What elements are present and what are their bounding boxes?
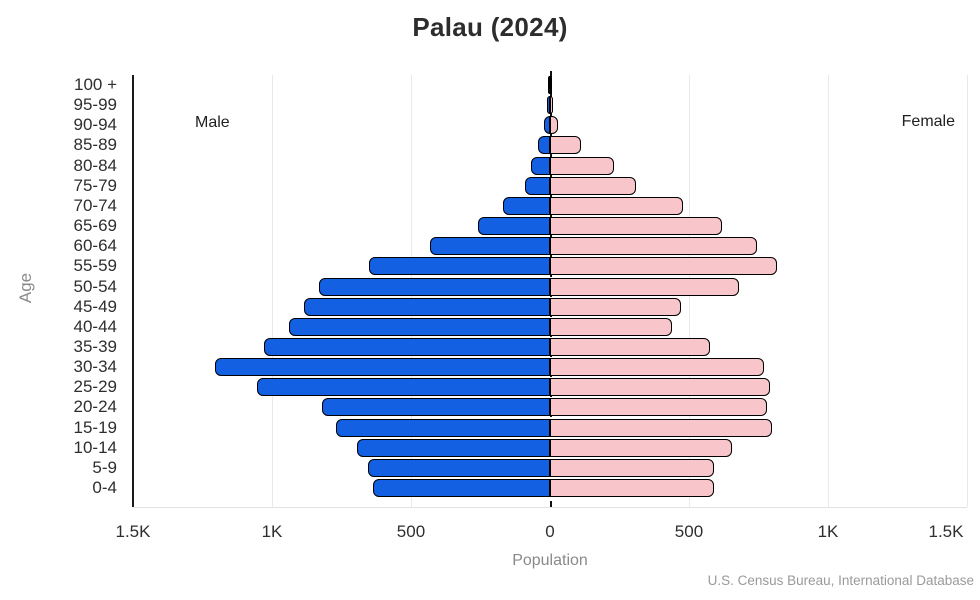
- age-tick-label: 15-19: [73, 417, 117, 437]
- y-axis-tick-labels: 100 +95-99 90-94 85-89 80-84 75-79 70-74 65-69…: [0, 75, 125, 508]
- bar-female-25-29[interactable]: [550, 378, 770, 397]
- age-tick-label: 5-9: [92, 457, 117, 477]
- bar-male-40-44[interactable]: [288, 317, 550, 336]
- bar-female-90-94[interactable]: [550, 116, 559, 135]
- bar-male-100plus[interactable]: [548, 76, 550, 94]
- bar-female-65-69[interactable]: [550, 217, 723, 236]
- age-tick-label: 45-49: [73, 296, 117, 316]
- x-tick-label: 1.5K: [115, 522, 151, 541]
- bar-female-45-49[interactable]: [550, 297, 681, 316]
- bar-male-25-29[interactable]: [256, 378, 550, 397]
- bar-female-100plus[interactable]: [550, 76, 552, 94]
- age-tick-label: 50-54: [73, 276, 117, 296]
- bar-female-5-9[interactable]: [550, 458, 715, 477]
- bar-male-15-19[interactable]: [335, 418, 550, 437]
- y-axis-title: Age: [16, 272, 35, 304]
- bar-male-0-4[interactable]: [373, 479, 550, 497]
- bar-male-75-79[interactable]: [524, 176, 550, 195]
- bar-male-55-59[interactable]: [369, 257, 550, 276]
- female-side-label: Female: [901, 113, 955, 130]
- x-tick-label: 1K: [817, 522, 839, 541]
- plot-area: Male Female: [132, 71, 968, 508]
- chart-title: Palau (2024): [412, 12, 568, 42]
- age-tick-label: 10-14: [73, 437, 117, 457]
- bar-female-70-74[interactable]: [550, 196, 684, 215]
- bar-male-30-34[interactable]: [215, 358, 550, 377]
- bar-male-65-69[interactable]: [477, 217, 550, 236]
- x-tick-label: 0: [545, 522, 555, 541]
- gridline: [271, 75, 273, 507]
- bar-male-70-74[interactable]: [502, 196, 550, 215]
- bar-male-45-49[interactable]: [303, 297, 550, 316]
- bar-female-55-59[interactable]: [550, 257, 777, 276]
- age-tick-label: 65-69: [73, 216, 117, 236]
- bar-female-15-19[interactable]: [550, 418, 773, 437]
- x-tick-label: 500: [396, 522, 426, 541]
- bar-female-0-4[interactable]: [550, 479, 715, 497]
- age-tick-label: 75-79: [73, 175, 117, 195]
- bar-male-80-84[interactable]: [530, 156, 550, 175]
- age-tick-label: 100 +: [73, 75, 117, 94]
- age-tick-label: 35-39: [73, 336, 117, 356]
- bar-female-95-99[interactable]: [550, 96, 553, 115]
- bar-male-35-39[interactable]: [263, 337, 550, 356]
- bar-female-30-34[interactable]: [550, 358, 765, 377]
- gridline: [967, 75, 968, 507]
- bar-male-50-54[interactable]: [319, 277, 550, 296]
- y-axis-spine: [132, 75, 134, 507]
- age-tick-label: 60-64: [73, 236, 117, 256]
- bar-female-40-44[interactable]: [550, 317, 673, 336]
- bar-female-20-24[interactable]: [550, 398, 767, 417]
- source-attribution: U.S. Census Bureau, International Databa…: [707, 573, 974, 588]
- gridline: [828, 75, 829, 507]
- bar-female-35-39[interactable]: [550, 337, 710, 356]
- bar-male-5-9[interactable]: [367, 458, 550, 477]
- age-tick-label: 0-4: [92, 478, 117, 497]
- bar-female-50-54[interactable]: [550, 277, 740, 296]
- bar-female-75-79[interactable]: [550, 176, 637, 195]
- bar-female-85-89[interactable]: [550, 136, 581, 155]
- bar-female-80-84[interactable]: [550, 156, 614, 175]
- age-tick-label: 85-89: [73, 135, 117, 155]
- bar-male-60-64[interactable]: [430, 237, 550, 256]
- x-tick-label: 1.5K: [928, 522, 964, 541]
- x-axis-title: Population: [512, 552, 588, 569]
- age-tick-label: 80-84: [73, 155, 117, 175]
- bar-male-10-14[interactable]: [356, 438, 550, 457]
- bar-male-85-89[interactable]: [537, 136, 550, 155]
- x-tick-label: 500: [674, 522, 704, 541]
- bar-male-20-24[interactable]: [322, 398, 550, 417]
- male-side-label: Male: [195, 114, 230, 131]
- x-axis-tick-labels: 1.5K 1K 500 0 500 1K 1.5K: [116, 522, 967, 546]
- age-tick-label: 55-59: [73, 256, 117, 276]
- age-tick-label: 25-29: [73, 377, 117, 397]
- bar-female-10-14[interactable]: [550, 438, 733, 457]
- bar-male-95-99[interactable]: [547, 96, 550, 115]
- bar-female-60-64[interactable]: [550, 237, 758, 256]
- age-tick-label: 40-44: [73, 316, 117, 336]
- age-tick-label: 70-74: [73, 195, 117, 215]
- age-tick-label: 20-24: [73, 397, 117, 417]
- age-tick-label: 30-34: [73, 357, 117, 377]
- age-tick-label: 95-99: [73, 95, 117, 115]
- age-tick-label: 90-94: [73, 115, 117, 135]
- x-tick-label: 1K: [261, 522, 283, 541]
